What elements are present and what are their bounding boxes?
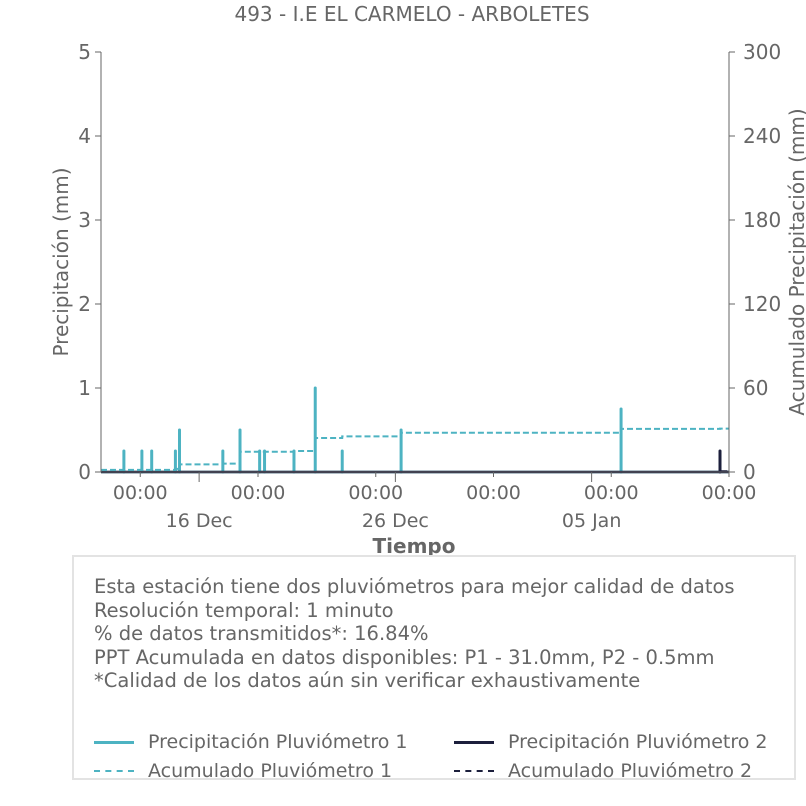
chart-title: 493 - I.E EL CARMELO - ARBOLETES (234, 2, 589, 26)
info-line: % de datos transmitidos*: 16.84% (94, 622, 429, 645)
x-tick-label-minor: 00:00 (466, 482, 521, 504)
y-tick-label-left: 1 (78, 376, 91, 400)
legend-label: Precipitación Pluviómetro 1 (148, 731, 408, 753)
y-tick-label-right: 300 (743, 40, 781, 64)
info-line: Resolución temporal: 1 minuto (94, 598, 394, 622)
legend-item-precip-p2: Precipitación Pluviómetro 2 (454, 731, 768, 753)
x-tick-label-minor: 00:00 (348, 482, 403, 504)
x-tick-label-minor: 00:00 (113, 482, 168, 504)
y-tick-label-right: 0 (743, 460, 756, 484)
chart: 493 - I.E EL CARMELO - ARBOLETES 0123450… (49, 2, 806, 558)
legend-swatch-dashed (94, 764, 134, 778)
x-tick-label-minor: 00:00 (231, 482, 286, 504)
x-tick-label-major: 05 Jan (562, 510, 622, 532)
legend-item-accum-p1: Acumulado Pluviómetro 1 (94, 760, 392, 782)
info-line: Esta estación tiene dos pluviómetros par… (94, 575, 735, 598)
legend-item-accum-p2: Acumulado Pluviómetro 2 (454, 760, 752, 782)
x-tick-label-major: 16 Dec (166, 510, 233, 532)
legend-label: Precipitación Pluviómetro 2 (508, 731, 768, 753)
legend-swatch-solid (454, 735, 494, 749)
info-line: PPT Acumulada en datos disponibles: P1 -… (94, 645, 715, 669)
y-tick-label-right: 60 (743, 376, 768, 400)
series-acumulado-pluvi-metro-1-line (101, 427, 729, 471)
info-line: *Calidad de los datos aún sin verificar … (94, 669, 641, 692)
info-box: Esta estación tiene dos pluviómetros par… (72, 555, 796, 782)
y-tick-label-left: 2 (78, 292, 91, 316)
y-tick-label-left: 4 (78, 124, 91, 148)
legend-label: Acumulado Pluviómetro 2 (508, 760, 753, 782)
legend-swatch-solid (94, 735, 134, 749)
x-tick-label-major: 26 Dec (362, 510, 429, 532)
legend-item-precip-p1: Precipitación Pluviómetro 1 (94, 731, 408, 753)
y-axis-label-left: Precipitación (mm) (49, 167, 73, 356)
y-tick-label-right: 180 (743, 208, 781, 232)
x-axis-label: Tiempo (373, 534, 456, 558)
info-text: Esta estación tiene dos pluviómetros par… (94, 575, 735, 693)
y-tick-label-left: 5 (78, 40, 91, 64)
x-tick-label-minor: 00:00 (584, 482, 639, 504)
x-tick-label-minor: 00:00 (702, 482, 757, 504)
legend-swatch-dashed (454, 764, 494, 778)
y-tick-label-left: 0 (78, 460, 91, 484)
y-tick-label-right: 240 (743, 124, 781, 148)
axes: 0 1 2 3 4 5 0 60 120 180 240 300 00:00 00:00 00:00 00:0… (78, 40, 781, 532)
y-axis-label-right: Acumulado Precipitación (mm) (785, 108, 806, 415)
plot-area (101, 386, 729, 474)
y-tick-label-left: 3 (78, 208, 91, 232)
y-tick-label-right: 120 (743, 292, 781, 316)
legend-label: Acumulado Pluviómetro 1 (148, 760, 393, 782)
